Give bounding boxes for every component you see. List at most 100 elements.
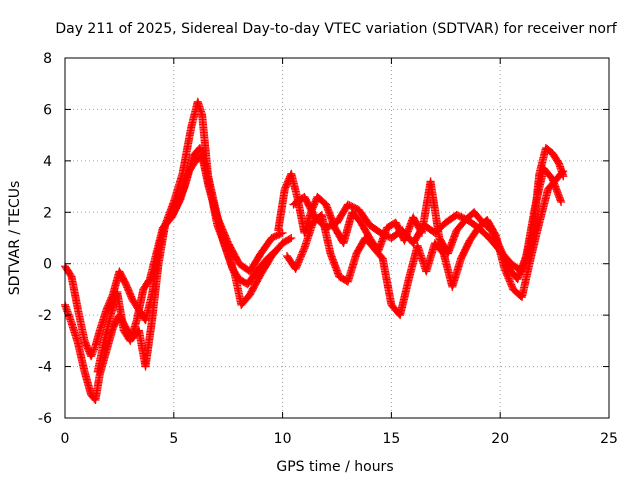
data-point-trail: [323, 219, 340, 231]
data-point-trail: [475, 224, 493, 241]
data-point-trail: [61, 302, 75, 326]
y-tick-label: 6: [43, 102, 52, 118]
data-point-trail: [362, 235, 377, 251]
series-3: [93, 151, 287, 376]
data-point-trail: [244, 268, 260, 287]
data-point-trail: [238, 291, 253, 308]
data-point-trail: [327, 250, 343, 280]
data-point-trail: [529, 171, 544, 236]
data-point-trail: [344, 251, 361, 285]
data-point-trail: [367, 222, 384, 236]
data-point-trail: [540, 165, 556, 182]
y-tick-label: 0: [43, 257, 52, 273]
data-point-trail: [67, 274, 82, 313]
data-point-trail: [274, 186, 289, 233]
data-point-trail: [116, 268, 130, 287]
data-point-trail: [100, 312, 115, 344]
x-tick-label: 5: [169, 431, 178, 447]
data-point-trail: [140, 276, 153, 292]
y-tick-label: 2: [43, 205, 52, 221]
y-tick-label: -4: [38, 360, 52, 376]
data-point-trail: [246, 250, 265, 275]
data-point-trail: [448, 256, 465, 290]
data-point-trail: [141, 317, 156, 369]
data-point: [87, 352, 96, 361]
data-point-trail: [349, 209, 364, 226]
data-point-trail: [300, 209, 315, 236]
data-point-trail: [224, 240, 243, 267]
data-point-trail: [113, 289, 128, 333]
data-point-trail: [518, 256, 535, 300]
data-point-trail: [220, 240, 237, 272]
data-point-trail: [355, 207, 373, 228]
data-point-trail: [527, 220, 543, 262]
data-point-trail: [432, 219, 449, 236]
y-tick-label: -2: [38, 308, 52, 324]
data-point-trail: [535, 145, 550, 177]
data-point-trail: [457, 238, 474, 262]
data-point-trail: [345, 201, 362, 213]
data-point-trail: [454, 211, 471, 224]
data-point-trail: [198, 153, 213, 189]
data-point-trail: [246, 271, 265, 298]
data-point-trail: [357, 219, 373, 241]
y-tick-label: -6: [38, 411, 52, 427]
data-point-trail: [549, 150, 563, 166]
data-point-trail: [170, 171, 187, 205]
data-point-trail: [168, 196, 184, 220]
data-point-trail: [339, 209, 356, 246]
data-point: [274, 244, 283, 253]
x-tick-label: 10: [274, 431, 292, 447]
data-point-trail: [160, 214, 175, 231]
data-point-trail: [501, 266, 517, 292]
data-point-trail: [409, 222, 428, 246]
data-point-trail: [176, 168, 193, 202]
data-point-trail: [301, 194, 319, 220]
data-point-trail: [74, 307, 89, 344]
x-tick-label: 25: [600, 431, 618, 447]
x-tick-label: 0: [61, 431, 70, 447]
y-tick-label: 4: [43, 154, 52, 170]
data-point-trail: [545, 176, 560, 192]
data-point-trail: [371, 245, 386, 262]
data-point-trail: [464, 216, 482, 231]
data-point-trail: [178, 125, 195, 177]
data-point-trail: [300, 220, 317, 251]
data-point-trail: [543, 145, 556, 157]
data-point-trail: [333, 201, 352, 226]
data-point-trail: [444, 227, 461, 256]
data-point-trail: [96, 307, 110, 333]
data-point-trail: [486, 235, 504, 254]
y-axis-label: SDTVAR / TECUs: [7, 181, 23, 296]
data-point-trail: [432, 240, 447, 257]
data-point: [559, 172, 568, 181]
x-tick-label: 15: [382, 431, 400, 447]
data-point-trail: [213, 214, 232, 246]
data-point-trail: [205, 184, 221, 220]
data-point-trail: [93, 338, 108, 375]
data-point-trail: [61, 263, 75, 280]
data-point-trail: [148, 261, 163, 323]
series-6: [289, 144, 568, 276]
data-point-trail: [152, 225, 167, 256]
data-point-trail: [133, 287, 147, 323]
data-point-trail: [287, 171, 302, 202]
series-1: [61, 97, 296, 361]
data-point-trail: [396, 276, 413, 318]
data-point-trail: [74, 341, 89, 375]
axis-ticks: 0 5 10 15 20 25 -6 -4 -2 0 2 4 6 8: [38, 51, 618, 447]
x-tick-label: 20: [491, 431, 509, 447]
x-axis-label: GPS time / hours: [276, 459, 393, 475]
data-point-trail: [378, 256, 396, 308]
data-point-trail: [497, 248, 514, 267]
data-point-trail: [122, 281, 136, 303]
data-point-trail: [483, 217, 500, 239]
plot-frame: [64, 57, 610, 419]
data-point-trail: [314, 193, 329, 208]
data-point-trail: [264, 245, 282, 262]
data-point: [278, 228, 287, 237]
data-point-trail: [269, 229, 286, 242]
data-point-trail: [253, 255, 271, 275]
data-point-trail: [102, 325, 117, 354]
